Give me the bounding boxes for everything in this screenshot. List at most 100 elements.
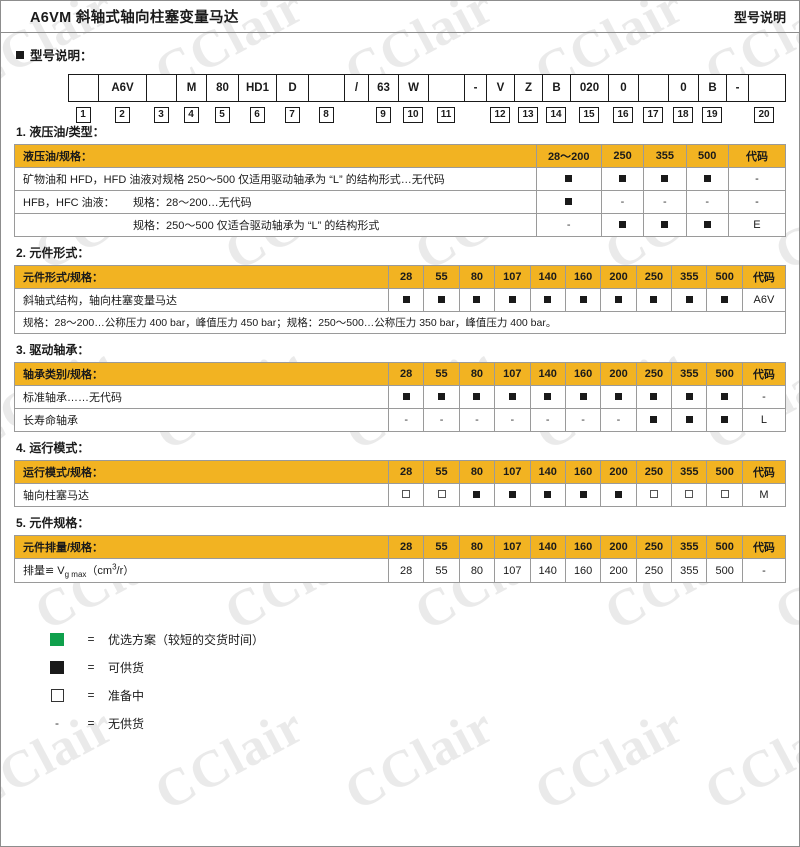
model-code-cell-23[interactable] [749, 75, 781, 101]
availability-cell-55 [423, 288, 460, 312]
model-code-cell-14[interactable]: V [487, 75, 515, 101]
filled-square-icon [703, 221, 711, 228]
column-header-code: 代码 [727, 144, 787, 168]
row-label-main: HFB，HFC 油液： [23, 197, 115, 209]
legend-swatch [40, 660, 74, 674]
filled-square-icon [619, 221, 626, 228]
model-code-index-19: 19 [702, 106, 722, 123]
filled-square-icon [579, 393, 587, 400]
code-cell: - [741, 385, 787, 409]
availability-cell-140 [529, 288, 566, 312]
model-code-index-slot [726, 106, 748, 123]
dash-icon: - [663, 196, 667, 208]
model-code-index-1: 1 [75, 106, 91, 123]
column-header-size-355: 355 [671, 362, 708, 386]
filled-square-icon [685, 296, 693, 303]
dash-icon: - [55, 716, 59, 731]
spec-table: 运行模式/规格： 28 55 80 107 140 160 200 250 355 500 代码 轴向柱… [14, 460, 787, 507]
model-code-cell-19[interactable] [639, 75, 669, 101]
availability-cell-355 [671, 288, 708, 312]
model-code-index-3: 3 [153, 106, 169, 123]
model-code-index-10: 10 [403, 106, 423, 123]
model-code-cell-3[interactable] [147, 75, 177, 101]
model-code-number-row: 1 2 3 4 5 6 7 8 9 10 11 12 13 14 15 16 17 18 19 20 [68, 106, 786, 123]
availability-cell-500: 500 [706, 557, 743, 584]
availability-cell-140: 140 [529, 557, 566, 584]
model-code-cell-11[interactable]: W [399, 75, 429, 101]
model-code-cell-7[interactable]: D [277, 75, 309, 101]
filled-square-icon [438, 393, 446, 400]
availability-cell-250: 250 [635, 557, 673, 584]
model-code-heading-label: 型号说明： [30, 49, 93, 63]
model-code-index-slot: 3 [146, 106, 176, 123]
model-code-cell-21[interactable]: B [699, 75, 727, 101]
model-code-index-20: 20 [754, 106, 774, 123]
filled-square-icon [508, 393, 516, 400]
filled-square-icon [661, 175, 669, 182]
availability-cell-107 [494, 483, 531, 507]
availability-cell-500 [706, 483, 743, 507]
availability-cell-140: - [529, 408, 566, 432]
filled-square-icon [565, 198, 573, 205]
model-code-cell-1[interactable] [69, 75, 99, 101]
model-code-cell-13[interactable]: - [465, 75, 487, 101]
section-heading: 1. 液压油/类型： [16, 125, 105, 139]
legend-label: 优选方案（较短的交货时间） [108, 632, 265, 647]
filled-square-icon [579, 491, 587, 498]
filled-square-icon [579, 296, 587, 303]
model-code-cell-2[interactable]: A6V [99, 75, 147, 101]
column-header-size-140: 140 [529, 362, 566, 386]
model-code-index-slot: 14 [542, 106, 570, 123]
model-code-index-4: 4 [183, 106, 199, 123]
model-code-cell-18[interactable]: 0 [609, 75, 639, 101]
filled-square-icon [50, 660, 64, 674]
availability-cell-28～200 [535, 167, 602, 191]
model-code-cell-6[interactable]: HD1 [239, 75, 277, 101]
availability-cell-28: 28 [387, 557, 425, 584]
table-row: 斜轴式结构，轴向柱塞变量马达 A6V [14, 288, 787, 312]
row-label: 标准轴承……无代码 [14, 385, 389, 409]
model-code-cell-20[interactable]: 0 [669, 75, 699, 101]
model-code-cell-5[interactable]: 80 [207, 75, 239, 101]
column-header-size-28: 28 [387, 265, 425, 289]
legend-equals: = [87, 716, 95, 731]
filled-square-icon [508, 491, 516, 498]
model-code-cell-4[interactable]: M [177, 75, 207, 101]
model-code-cell-22[interactable]: - [727, 75, 749, 101]
section-heading: 5. 元件规格： [16, 516, 90, 530]
open-square-icon [50, 688, 64, 702]
column-header-size-80: 80 [458, 265, 496, 289]
filled-square-icon [615, 296, 622, 303]
column-header-code: 代码 [741, 535, 787, 559]
filled-square-icon [473, 491, 481, 498]
model-code-cell-16[interactable]: B [543, 75, 571, 101]
column-header-size-250: 250 [635, 460, 673, 484]
model-code-cell-17[interactable]: 020 [571, 75, 609, 101]
dash-icon: - [620, 196, 625, 208]
code-cell: A6V [741, 288, 787, 312]
model-code-cell-10[interactable]: 63 [369, 75, 399, 101]
model-code-cell-8[interactable] [309, 75, 345, 101]
availability-cell-80 [458, 483, 496, 507]
model-code-cell-12[interactable] [429, 75, 465, 101]
filled-square-icon [661, 221, 669, 228]
row-label: 排量≌ Vg max（cm3/r） [14, 557, 389, 584]
model-code-index-12: 12 [490, 106, 510, 123]
model-code-index-slot: 17 [638, 106, 668, 123]
filled-square-icon [544, 296, 552, 303]
section-heading: 3. 驱动轴承： [16, 343, 90, 357]
dash-icon: - [404, 414, 408, 426]
availability-cell-107: - [494, 408, 531, 432]
column-header-size-80: 80 [458, 535, 496, 559]
column-header-size-55: 55 [423, 265, 460, 289]
column-header-size-355: 355 [671, 265, 708, 289]
dash-icon: - [439, 414, 444, 426]
column-header-size-55: 55 [423, 535, 460, 559]
column-header-size-250: 250 [635, 265, 673, 289]
model-code-cell-15[interactable]: Z [515, 75, 543, 101]
spec-table: 元件形式/规格： 28 55 80 107 140 160 200 250 355 500 代码 斜轴式… [14, 265, 787, 334]
availability-cell-80: 80 [458, 557, 496, 584]
model-code-cell-9[interactable]: / [345, 75, 369, 101]
availability-cell-107: 107 [494, 557, 531, 584]
